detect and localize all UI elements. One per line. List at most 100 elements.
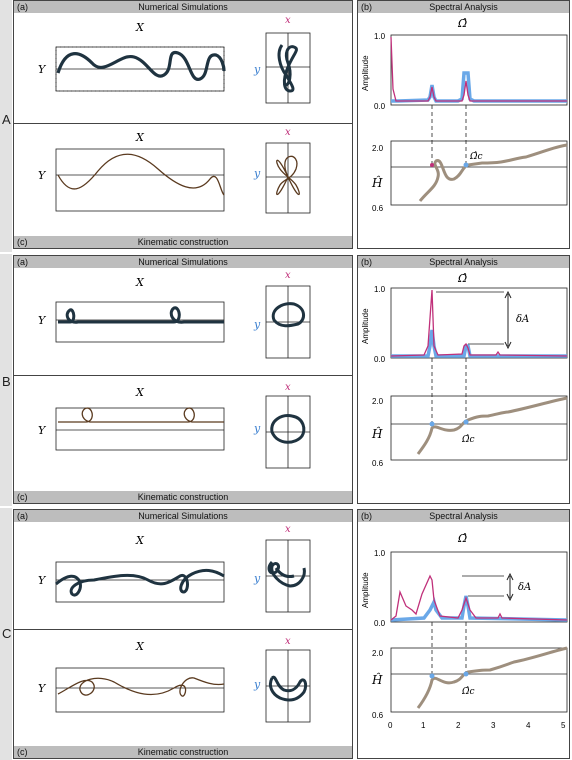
x-tick: 0	[388, 721, 393, 730]
omega-label: Ω̂	[457, 272, 467, 285]
x-label-small: x	[285, 524, 291, 535]
spectrum-frame	[390, 551, 568, 623]
h-marker	[463, 419, 469, 425]
h-marker	[430, 163, 434, 167]
h-tick-bottom: 0.6	[372, 711, 384, 720]
h-marker	[463, 671, 469, 677]
h-frame	[390, 647, 568, 713]
x-tick: 3	[491, 721, 496, 730]
row-label-c: C	[2, 626, 12, 641]
y-axis-label: Y	[38, 682, 47, 695]
left-panel-a: (a) Numerical Simulations (c) Kinematic …	[13, 0, 353, 249]
spectrum-graphics: Ω̂ 1.0 0.0 Amplitude 2.0 0.6 Ĥ Ω̂c	[361, 17, 568, 213]
sim-frame	[55, 561, 225, 603]
sim-trajectory	[55, 568, 225, 597]
x-tick: 5	[561, 721, 566, 730]
x-axis-label: X	[135, 640, 145, 653]
amp-tick-bottom: 0.0	[374, 355, 386, 364]
panel-header-b-bottom: (c) Kinematic construction	[14, 491, 352, 503]
panel-tag: (a)	[17, 257, 28, 267]
y-label-small: y	[253, 63, 261, 76]
left-panel-c: (a) Numerical Simulations (c) Kinematic …	[13, 509, 353, 759]
omega-label: Ω̂	[457, 532, 467, 545]
panel-title: Numerical Simulations	[138, 257, 228, 267]
xy-trajectory	[277, 44, 298, 93]
kin-frame	[55, 407, 225, 451]
panel-tag: (c)	[17, 747, 28, 757]
amplitude-label: Amplitude	[361, 55, 370, 91]
kin-xy-trajectory	[276, 155, 300, 196]
spectrum-blue	[391, 329, 567, 358]
panel-title: Kinematic construction	[137, 747, 229, 757]
spectrum-magenta	[390, 574, 568, 621]
sim-trajectory	[56, 50, 226, 81]
panel-title: Spectral Analysis	[429, 257, 498, 267]
amplitude-label: Amplitude	[361, 572, 370, 608]
kin-frame	[55, 667, 225, 713]
y-axis-label: Y	[38, 424, 47, 437]
panel-header-c-top: (a) Numerical Simulations	[14, 510, 352, 522]
xy-trajectory	[271, 302, 305, 328]
x-label-small: x	[285, 127, 291, 138]
spectrum-frame	[390, 34, 568, 106]
right-panel-a: (b) Spectral Analysis Ω̂ 1.0 0.0 Amplitu…	[357, 0, 570, 249]
panel-tag: (c)	[17, 237, 28, 247]
panel-divider	[14, 629, 352, 630]
x-tick: 1	[421, 721, 426, 730]
h-frame	[390, 395, 568, 461]
y-axis-label: Y	[38, 63, 47, 76]
panel-title: Spectral Analysis	[429, 511, 498, 521]
amp-tick-top: 1.0	[374, 32, 386, 41]
amp-tick-top: 1.0	[374, 549, 386, 558]
amp-tick-top: 1.0	[374, 285, 386, 294]
x-axis-label: X	[135, 534, 145, 547]
x-label-small: x	[285, 270, 291, 281]
x-axis-label: X	[135, 276, 145, 289]
y-axis-label: Y	[38, 574, 47, 587]
panel-tag: (c)	[17, 492, 28, 502]
amp-tick-bottom: 0.0	[374, 619, 386, 628]
delta-a-label: δA	[518, 582, 531, 593]
panel-tag: (b)	[361, 257, 372, 267]
delta-a-label: δA	[516, 314, 529, 325]
h-curve	[418, 143, 568, 202]
panel-divider	[14, 123, 352, 124]
h-tick-top: 2.0	[372, 144, 384, 153]
panel-graphics: X Y x y X Y x y	[38, 524, 311, 723]
spectrum-frame	[390, 287, 568, 359]
kin-trajectory	[58, 407, 224, 423]
h-curve	[416, 646, 568, 709]
h-curve	[416, 396, 568, 455]
h-tick-top: 2.0	[372, 397, 384, 406]
panel-header-a-top: (a) Numerical Simulations	[14, 1, 352, 13]
panel-divider	[14, 375, 352, 376]
row-bar-a	[0, 0, 12, 252]
x-label-small: x	[285, 636, 291, 647]
amp-tick-bottom: 0.0	[374, 102, 386, 111]
panel-graphics: X Y x y X Y x y	[38, 270, 311, 469]
spectrum-magenta	[390, 289, 568, 357]
left-panel-b: (a) Numerical Simulations (c) Kinematic …	[13, 255, 353, 504]
xy-trajectory	[267, 560, 306, 588]
panel-title: Kinematic construction	[137, 492, 229, 502]
omega-c-label: Ω̂c	[469, 151, 483, 162]
x-label-small: x	[285, 382, 291, 393]
panel-header: (b) Spectral Analysis	[358, 1, 569, 13]
amplitude-label: Amplitude	[361, 308, 370, 344]
h-marker	[429, 673, 435, 679]
panel-tag: (b)	[361, 2, 372, 12]
row-bar-c	[0, 508, 12, 760]
kin-frame	[55, 148, 225, 212]
row-bar-b	[0, 254, 12, 506]
h-tick-bottom: 0.6	[372, 204, 384, 213]
x-tick: 4	[526, 721, 531, 730]
kin-xy-trajectory	[268, 675, 308, 702]
panel-title: Spectral Analysis	[429, 2, 498, 12]
panel-header-b-top: (a) Numerical Simulations	[14, 256, 352, 268]
panel-header-a-bottom: (c) Kinematic construction	[14, 236, 352, 248]
y-axis-label: Y	[38, 314, 47, 327]
h-label: Ĥ	[371, 672, 383, 687]
y-label-small: y	[253, 167, 261, 180]
sim-trajectory	[58, 306, 224, 324]
x-axis-label: X	[135, 386, 145, 399]
